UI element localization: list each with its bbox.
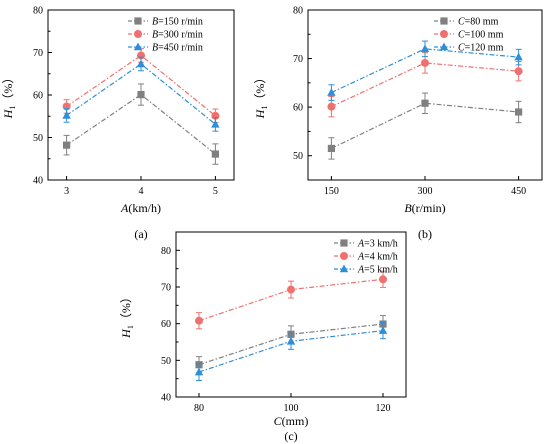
x-tick-label: 4: [139, 186, 144, 197]
series-1: [63, 83, 219, 165]
legend-marker: [340, 239, 348, 247]
y-axis-title: H1（%）: [1, 72, 17, 120]
y-tick-label: 60: [161, 319, 171, 330]
data-point: [137, 90, 145, 99]
data-point: [211, 119, 220, 128]
y-tick-label: 40: [33, 176, 43, 187]
legend-label: B=150 r/min: [152, 17, 203, 28]
y-tick-label: 80: [33, 6, 43, 17]
y-tick-label: 50: [293, 151, 303, 162]
data-point: [327, 88, 336, 96]
x-tick-label: 80: [194, 403, 204, 414]
y-tick-label: 80: [293, 6, 303, 17]
legend-marker: [440, 17, 448, 25]
x-axis-title: A(km/h): [120, 201, 161, 215]
legend-label: A=4 km/h: [357, 252, 398, 263]
legend-marker: [134, 30, 142, 38]
data-point: [514, 52, 523, 61]
legend-label: A=3 km/h: [357, 239, 398, 250]
data-point: [421, 58, 429, 67]
series-3: [327, 40, 523, 101]
x-tick-label: 150: [324, 186, 339, 197]
data-point: [195, 316, 203, 325]
data-point: [62, 110, 71, 119]
legend-marker: [440, 30, 448, 38]
legend-label: C=120 mm: [458, 43, 504, 54]
series-3: [62, 56, 220, 132]
data-point: [420, 44, 430, 53]
legend-marker: [134, 17, 142, 25]
x-axis-title: C(mm): [274, 414, 309, 428]
panel-label: (b): [418, 227, 432, 241]
legend-label: C=100 mm: [458, 30, 504, 41]
x-tick-label: 100: [284, 403, 299, 414]
legend: A=3 km/h A=4 km/h A=5 km/h: [334, 239, 398, 276]
y-tick-label: 70: [33, 48, 43, 59]
y-axis-title: H1（%）: [119, 291, 135, 339]
legend-label: B=450 r/min: [152, 43, 203, 54]
series-line: [331, 102, 519, 149]
series-line: [331, 48, 519, 94]
data-point: [286, 336, 296, 345]
data-point: [63, 141, 71, 149]
x-tick-label: 450: [511, 186, 526, 197]
x-tick-label: 5: [213, 186, 218, 197]
series-3: [194, 322, 388, 381]
data-point: [379, 275, 387, 284]
data-point: [378, 326, 388, 334]
legend-label: C=80 mm: [458, 17, 499, 28]
data-point: [421, 99, 429, 107]
data-point: [514, 67, 523, 76]
y-tick-label: 50: [161, 356, 171, 367]
panel-c: 40 50 60 70 80 80 100 120 C(mm) H1（%） A=3 km/h A=4 …: [119, 231, 407, 443]
legend-label: A=5 km/h: [357, 265, 398, 276]
data-point: [327, 102, 336, 111]
x-tick-label: 3: [64, 186, 69, 197]
legend-marker: [133, 42, 143, 51]
x-tick-label: 120: [376, 403, 391, 414]
series-2: [195, 270, 387, 330]
x-tick-label: 300: [418, 186, 433, 197]
legend: C=80 mm C=100 mm C=120 mm: [434, 17, 504, 54]
y-tick-label: 80: [161, 246, 171, 257]
legend-label: B=300 r/min: [152, 30, 203, 41]
y-tick-label: 50: [33, 133, 43, 144]
panel-label: (c): [284, 429, 297, 443]
y-axis-title: H1（%）: [253, 72, 269, 120]
series-line: [66, 54, 216, 117]
panel-a: 40 50 60 70 80 3 4 5 A(km/h) H1（%） B=150 r/min B=30…: [1, 6, 235, 241]
legend-marker: [339, 264, 349, 273]
x-axis-title: B(r/min): [404, 201, 445, 215]
panel-b: 50 60 70 80 150 300 450 B(r/min) H1（%） C=80 mm C=1…: [253, 6, 543, 241]
legend: B=150 r/min B=300 r/min B=450 r/min: [128, 17, 203, 54]
data-point: [136, 59, 146, 68]
y-tick-label: 70: [293, 54, 303, 65]
data-point: [287, 285, 295, 294]
series-line: [66, 63, 216, 125]
y-tick-label: 60: [293, 103, 303, 114]
series-1: [327, 92, 523, 160]
data-point: [327, 144, 335, 153]
legend-marker: [439, 42, 449, 51]
panel-label: (a): [134, 227, 147, 241]
data-point: [194, 367, 204, 376]
series-line: [331, 62, 519, 108]
legend-marker: [340, 252, 348, 260]
data-point: [515, 108, 523, 116]
data-point: [211, 150, 219, 158]
y-tick-label: 70: [161, 283, 171, 294]
y-tick-label: 40: [161, 393, 171, 404]
y-tick-label: 60: [33, 91, 43, 102]
